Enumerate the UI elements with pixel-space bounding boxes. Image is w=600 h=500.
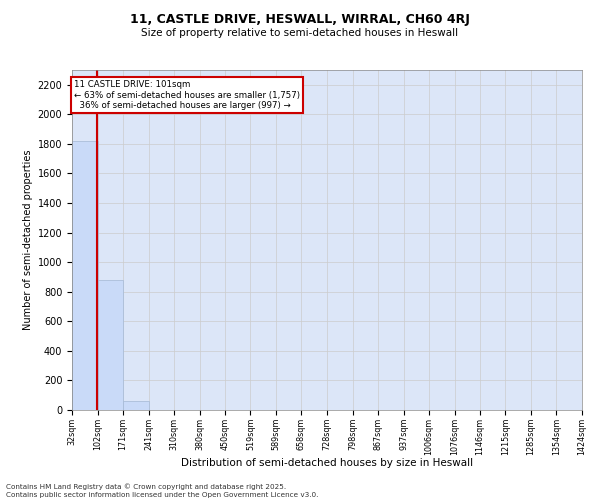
Bar <box>72 141 98 410</box>
X-axis label: Distribution of semi-detached houses by size in Heswall: Distribution of semi-detached houses by … <box>181 458 473 468</box>
Text: Size of property relative to semi-detached houses in Heswall: Size of property relative to semi-detach… <box>142 28 458 38</box>
Text: Contains HM Land Registry data © Crown copyright and database right 2025.
Contai: Contains HM Land Registry data © Crown c… <box>6 484 319 498</box>
Bar <box>123 401 149 410</box>
Text: 11 CASTLE DRIVE: 101sqm
← 63% of semi-detached houses are smaller (1,757)
  36% : 11 CASTLE DRIVE: 101sqm ← 63% of semi-de… <box>74 80 300 110</box>
Bar <box>98 280 123 410</box>
Y-axis label: Number of semi-detached properties: Number of semi-detached properties <box>23 150 34 330</box>
Text: 11, CASTLE DRIVE, HESWALL, WIRRAL, CH60 4RJ: 11, CASTLE DRIVE, HESWALL, WIRRAL, CH60 … <box>130 12 470 26</box>
